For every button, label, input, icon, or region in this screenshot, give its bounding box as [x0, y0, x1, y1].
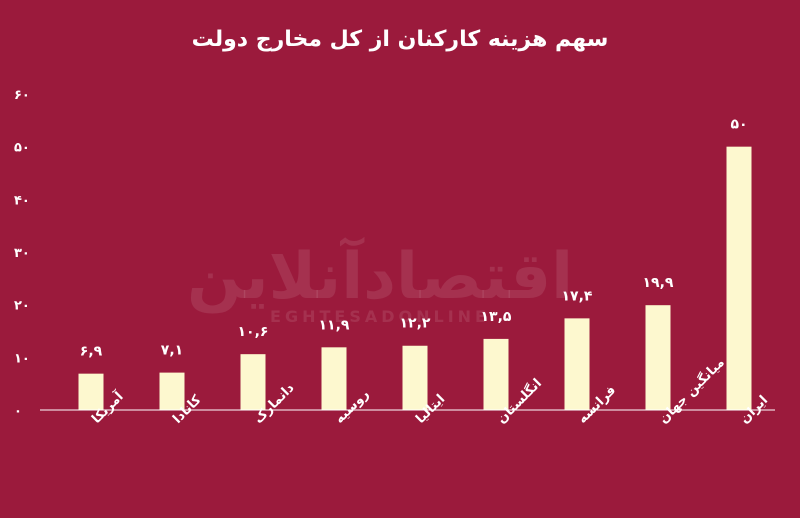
chart-title: سهم هزینه کارکنان از کل مخارج دولت — [192, 27, 609, 52]
bar — [321, 347, 347, 410]
bars — [78, 146, 752, 410]
bar — [159, 372, 185, 410]
y-tick-label: ۴۰ — [14, 193, 30, 208]
bar-value-label: ۷,۱ — [161, 343, 183, 359]
bar-value-label: ۱۱,۹ — [319, 317, 350, 333]
bar-value-label: ۱۰,۶ — [238, 324, 269, 340]
bar — [726, 146, 752, 410]
y-tick-label: ۳۰ — [14, 246, 30, 261]
watermark-logo-text: اقتصادآنلاین — [187, 236, 573, 314]
bar — [483, 338, 509, 410]
bar-value-label: ۱۲,۲ — [400, 316, 431, 332]
bar-value-label: ۱۹,۹ — [643, 275, 674, 291]
value-labels: ۶,۹ ۷,۱ ۱۰,۶ ۱۱,۹ ۱۲,۲ ۱۳,۵ ۱۷,۴ ۱۹,۹ ۵۰ — [80, 117, 748, 360]
y-tick-label: ۱۰ — [14, 351, 30, 366]
bar-value-label: ۵۰ — [730, 117, 747, 133]
y-tick-label: ۵۰ — [14, 141, 30, 156]
watermark: اقتصادآنلاین EGHTESADONLINE — [187, 236, 573, 326]
bar — [564, 318, 590, 410]
bar-value-label: ۱۳,۵ — [481, 309, 512, 325]
bar — [240, 354, 266, 410]
y-tick-label: ۲۰ — [14, 299, 30, 314]
bar-value-label: ۶,۹ — [80, 344, 103, 360]
bar — [645, 305, 671, 410]
watermark-logo-subtext: EGHTESADONLINE — [270, 307, 490, 326]
bar-value-label: ۱۷,۴ — [562, 288, 593, 304]
bar — [402, 345, 428, 410]
bar — [78, 373, 104, 410]
y-axis-ticks: ۰ ۱۰ ۲۰ ۳۰ ۴۰ ۵۰ ۶۰ — [14, 88, 30, 419]
y-tick-label: ۰ — [14, 404, 22, 419]
y-tick-label: ۶۰ — [14, 88, 30, 103]
